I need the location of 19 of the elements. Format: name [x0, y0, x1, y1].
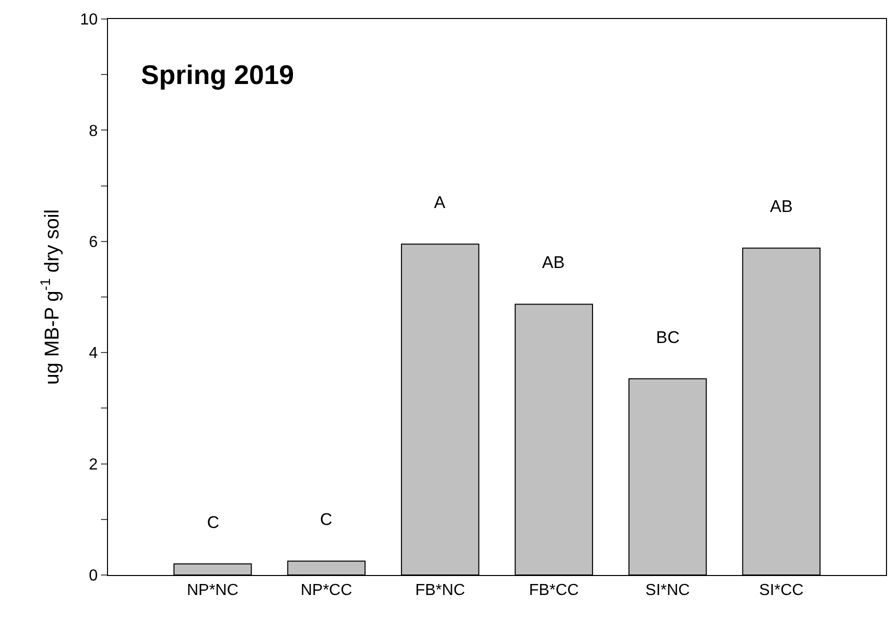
x-tick-label: NP*CC — [300, 582, 352, 600]
annotation: A — [434, 193, 446, 212]
y-tick-label: 2 — [88, 456, 98, 474]
y-tick-label: 10 — [80, 12, 98, 29]
x-tick-label: FB*NC — [415, 582, 466, 600]
annotation: AB — [770, 197, 793, 216]
x-tick-label: FB*CC — [528, 582, 579, 600]
y-tick-label: 0 — [88, 568, 98, 585]
annotation: C — [207, 513, 220, 532]
annotation: AB — [542, 253, 565, 272]
y-tick-label: 6 — [88, 234, 98, 251]
y-tick-label: 4 — [88, 345, 98, 362]
x-tick-label: SI*CC — [759, 582, 804, 600]
text: Spring 2019 — [141, 60, 294, 90]
x-tick-label: NP*NC — [186, 582, 238, 600]
x-tick-label: SI*NC — [645, 582, 690, 600]
y-tick-label: 8 — [88, 122, 98, 140]
annotation: C — [320, 510, 332, 529]
annotation: BC — [656, 328, 680, 347]
